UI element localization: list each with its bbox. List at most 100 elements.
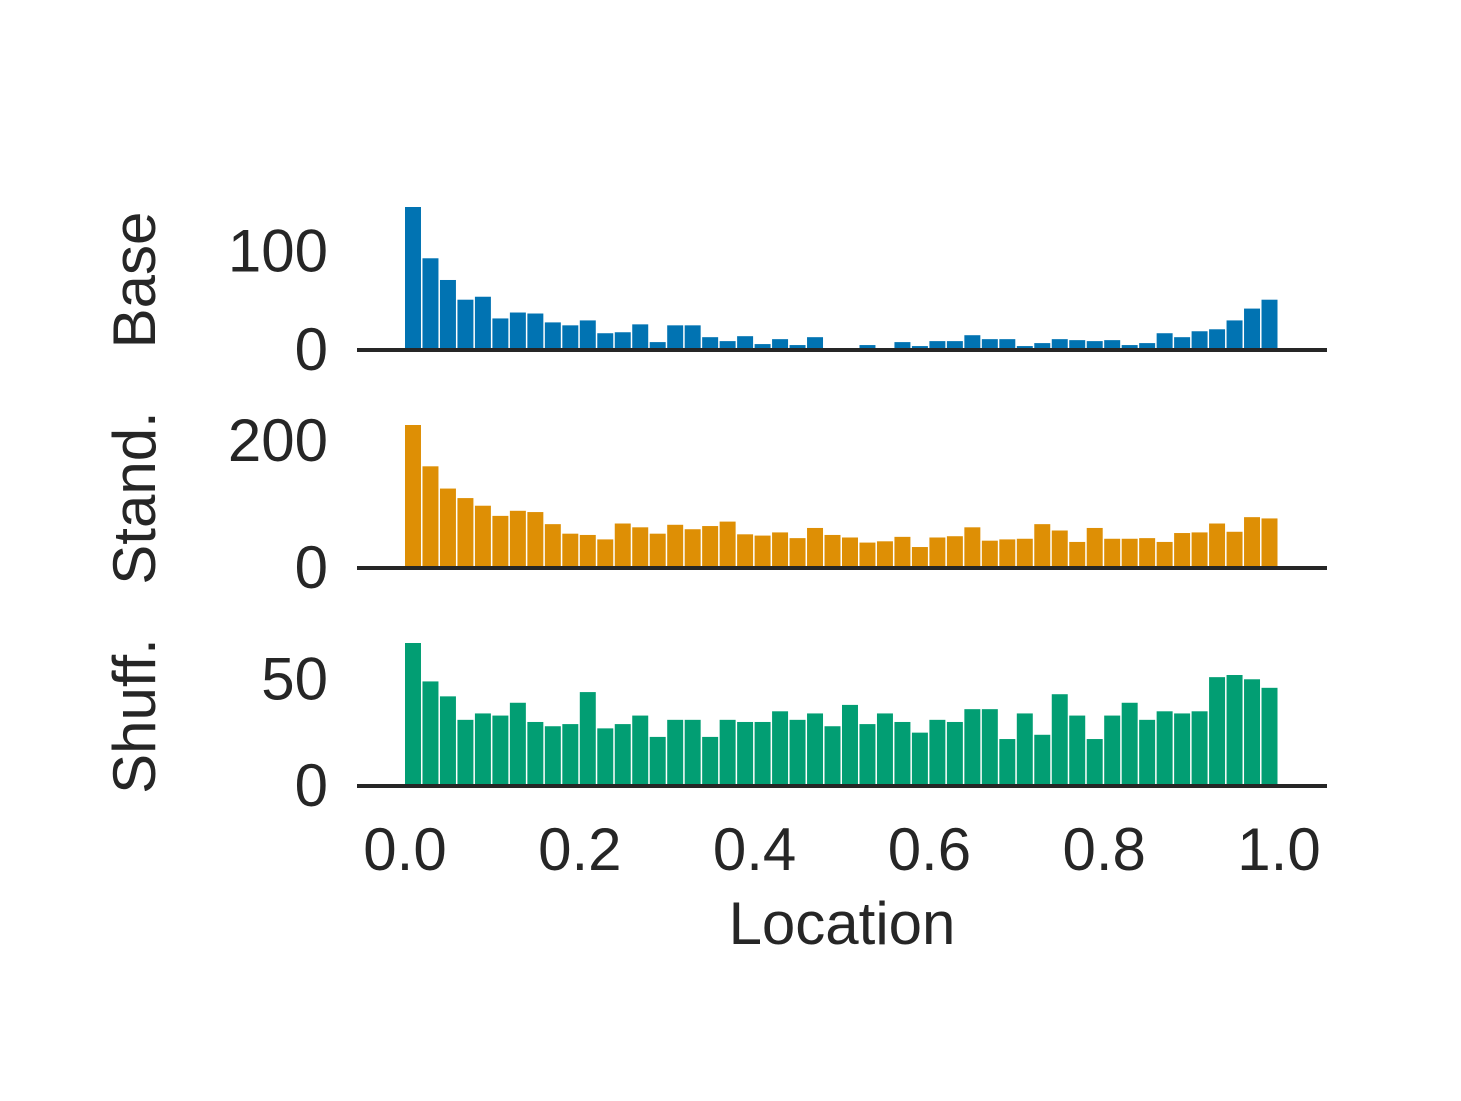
histogram-bar [474, 505, 491, 568]
histogram-bar [859, 724, 876, 786]
histogram-bar [946, 721, 963, 786]
histogram-bar [597, 333, 614, 350]
histogram-bar [492, 715, 509, 786]
histogram-bar [405, 643, 421, 786]
histogram-bar [1209, 329, 1226, 350]
histogram-bar [929, 341, 946, 350]
histogram-bar [1104, 340, 1121, 350]
histogram-bar [597, 539, 614, 568]
histogram-bar [1069, 715, 1086, 786]
histogram-bar [999, 339, 1016, 350]
y-tick-label: 0 [295, 534, 328, 601]
histogram-bar [772, 711, 789, 786]
histogram-bar [667, 325, 684, 350]
histogram-bar [1244, 517, 1261, 568]
y-tick-label: 0 [295, 752, 328, 819]
histogram-bar [684, 529, 701, 568]
histogram-bar [702, 337, 719, 350]
histogram-bar [1016, 538, 1033, 568]
histogram-bar [1051, 530, 1068, 568]
histogram-bar [684, 719, 701, 786]
histogram-bar [439, 279, 456, 350]
histogram-bar [527, 512, 544, 568]
histogram-bar [1174, 533, 1191, 568]
histogram-bar [981, 709, 998, 786]
histogram-bar [911, 547, 928, 568]
histogram-bar [789, 719, 806, 786]
histogram-bar [737, 534, 754, 568]
histogram-bar [562, 724, 579, 786]
histogram-bar [439, 488, 456, 568]
panel-shuff: 0 50 Shuff. [101, 638, 1327, 819]
histogram-bar [772, 532, 789, 568]
histogram-bar [474, 713, 491, 786]
x-tick-label: 0.0 [363, 816, 446, 883]
x-tick-label: 0.4 [713, 816, 796, 883]
histogram-bar [1244, 679, 1261, 786]
histogram-bar [1156, 541, 1173, 568]
x-tick-label: 1.0 [1237, 816, 1320, 883]
histogram-bar [614, 523, 631, 568]
x-tick-label: 0.2 [538, 816, 621, 883]
histogram-bar [702, 526, 719, 568]
histogram-bar [1174, 337, 1191, 350]
histogram-bar [876, 541, 893, 568]
histogram-bar [981, 339, 998, 350]
x-axis-label: Location [729, 890, 956, 957]
y-tick-label: 0 [295, 316, 328, 383]
histogram-bar [894, 342, 911, 350]
histogram-bar [807, 713, 824, 786]
histogram-bar [807, 337, 824, 350]
histogram-bar [1139, 719, 1156, 786]
histogram-bar [492, 318, 509, 350]
panel-base: 0 100 Base [101, 207, 1327, 383]
histogram-bar [1069, 541, 1086, 568]
histogram-bar [929, 719, 946, 786]
histogram-bar [579, 320, 596, 350]
histogram-bar [667, 524, 684, 568]
histogram-bar [562, 325, 579, 350]
histogram-bar [1174, 713, 1191, 786]
panel-stand: 0 200 Stand. [101, 407, 1327, 601]
histogram-bar [1051, 694, 1068, 786]
histogram-bar [1034, 524, 1051, 568]
histogram-bar [842, 704, 858, 786]
histogram-bar [544, 524, 561, 568]
histogram-bar [1261, 299, 1278, 350]
histogram-bar [422, 258, 439, 350]
histogram-bar [1104, 715, 1121, 786]
y-axis-label: Shuff. [101, 638, 168, 794]
histogram-bar [754, 721, 771, 786]
histogram-bar [405, 425, 421, 568]
histogram-bar [527, 313, 544, 350]
histogram-bar [1261, 518, 1278, 568]
histogram-bar [614, 724, 631, 786]
histogram-bar [649, 342, 666, 350]
histogram-bar [544, 726, 561, 786]
histogram-bar [1051, 339, 1068, 350]
histogram-bar [964, 709, 981, 786]
histogram-bar [509, 510, 526, 568]
histogram-bar [964, 527, 981, 568]
histogram-bar [439, 696, 456, 786]
histogram-bar [1104, 538, 1121, 568]
histogram-bar [859, 345, 876, 350]
histogram-bar [527, 721, 544, 786]
histogram-bar [457, 719, 474, 786]
histogram-bar [1191, 532, 1208, 568]
histogram-bar [1209, 523, 1226, 568]
histogram-bar [492, 515, 509, 568]
histogram-bar [562, 533, 579, 568]
histogram-bar [894, 536, 911, 568]
histogram-bar [1226, 320, 1243, 350]
histogram-bar [1086, 527, 1103, 568]
histogram-bar [789, 538, 806, 568]
histogram-bar [999, 739, 1016, 786]
histogram-bar [964, 335, 981, 350]
histogram-bar [719, 521, 736, 568]
histogram-bar [684, 325, 701, 350]
histogram-bar [999, 539, 1016, 568]
histogram-bar [579, 692, 596, 786]
histogram-bar [876, 713, 893, 786]
